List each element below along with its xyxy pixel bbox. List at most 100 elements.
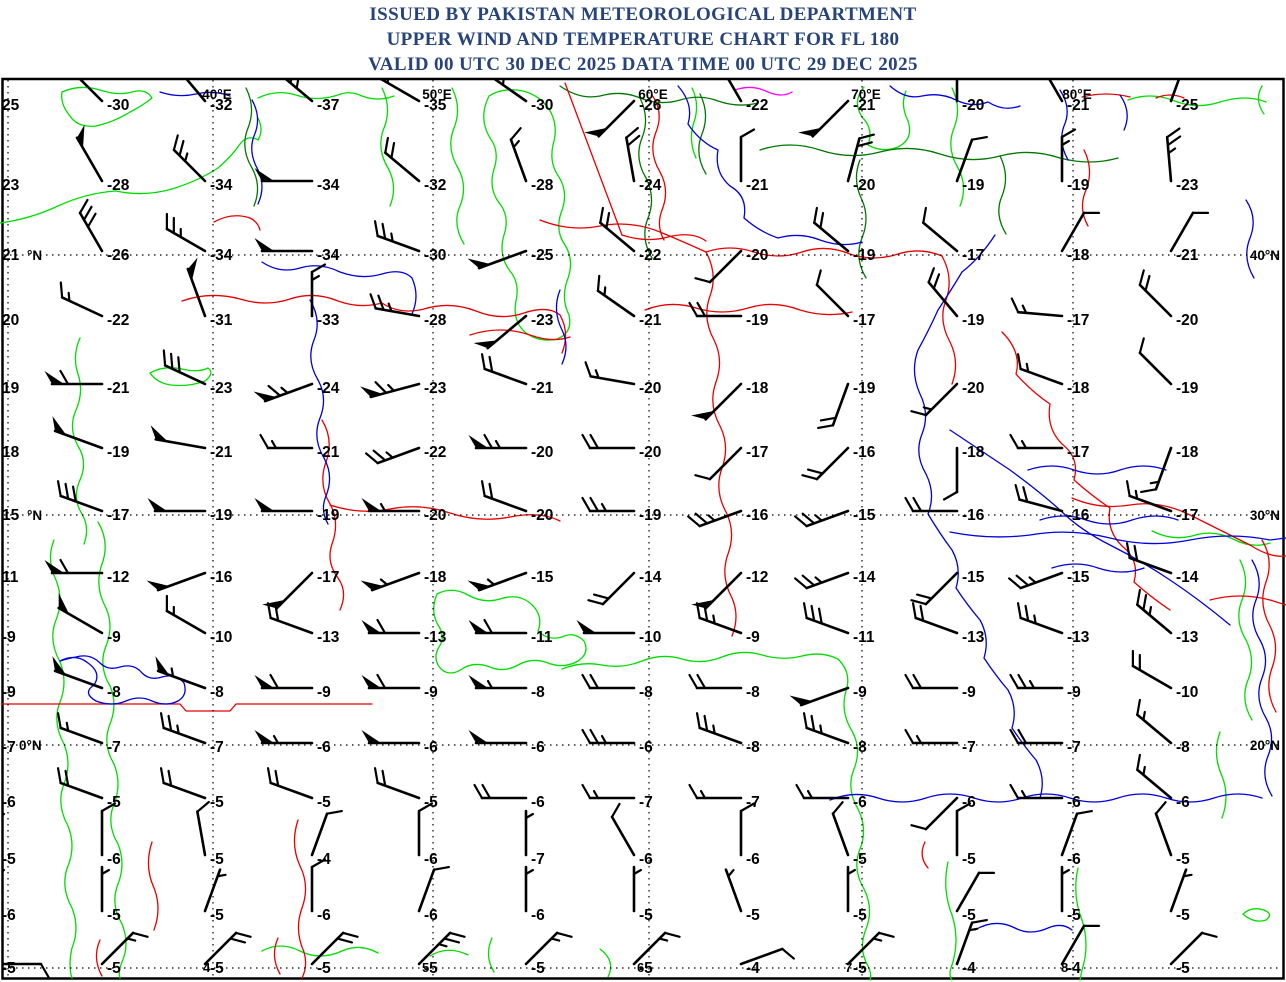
- station: -19: [817, 380, 876, 430]
- station-temperature: -5: [210, 794, 224, 811]
- station: -24: [625, 126, 662, 194]
- station: -10: [165, 594, 232, 646]
- station-temperature: -34: [210, 177, 233, 194]
- station-temperature: -19: [1067, 177, 1090, 194]
- station: -14: [794, 569, 876, 590]
- station-temperature: -17: [1067, 444, 1089, 461]
- station: -5: [846, 931, 895, 977]
- station-temperature: -21: [531, 380, 554, 397]
- station: -5: [310, 931, 359, 977]
- station-temperature: -9: [2, 684, 16, 701]
- station-temperature: -5: [1176, 960, 1190, 977]
- station: -6: [2, 794, 16, 811]
- station: -8: [52, 656, 121, 701]
- station: -19: [581, 496, 662, 524]
- station: -16: [687, 507, 769, 528]
- station-temperature: -19: [1176, 380, 1199, 397]
- station: -6: [795, 783, 867, 811]
- station-temperature: -20: [962, 380, 984, 397]
- station: -5: [632, 865, 653, 924]
- station: -17: [921, 206, 984, 264]
- station-temperature: 20: [2, 312, 19, 329]
- station: -17: [815, 269, 875, 329]
- station: -32: [383, 136, 446, 194]
- station-temperature: -30: [107, 97, 129, 114]
- station-temperature: -11: [853, 629, 875, 646]
- station-temperature: -12: [107, 569, 129, 586]
- station-temperature: -4: [962, 960, 976, 977]
- station-temperature: -7: [962, 739, 976, 756]
- latlon-grid-layer: [4, 80, 1281, 977]
- station-temperature: -8: [746, 739, 760, 756]
- station: -37: [284, 80, 339, 114]
- station-temperature: -6: [2, 794, 16, 811]
- station-temperature: -8: [531, 684, 545, 701]
- station-temperature: -5: [962, 851, 976, 868]
- station-temperature: -5: [317, 960, 331, 977]
- station-temperature: -20: [531, 507, 553, 524]
- station: -11: [802, 602, 875, 646]
- station-temperature: -5: [1176, 907, 1190, 924]
- station: 18: [3, 444, 20, 461]
- station: -21: [596, 274, 662, 329]
- station: -6: [473, 783, 545, 811]
- lon-label: 80°E: [1062, 87, 1091, 102]
- station: -7: [524, 809, 545, 868]
- station-temperature: -28: [107, 177, 130, 194]
- station: -18: [360, 569, 447, 592]
- station: -31: [186, 257, 233, 329]
- station: -18: [1060, 211, 1101, 264]
- station: -14: [587, 569, 662, 606]
- station-temperature: -17: [746, 444, 768, 461]
- station: -19: [147, 498, 233, 524]
- station: -5: [1169, 868, 1193, 924]
- station: -19: [955, 135, 988, 194]
- station: -19: [52, 416, 130, 461]
- station: -20: [955, 80, 984, 114]
- station-temperature: -6: [107, 851, 121, 868]
- station: -5: [159, 767, 224, 811]
- station-temperature: -8: [853, 739, 867, 756]
- station-temperature: -16: [210, 569, 233, 586]
- station-temperature: -31: [210, 312, 233, 329]
- lat-label: 30°N: [1250, 508, 1280, 523]
- station-temperature: -10: [639, 629, 661, 646]
- station: -22: [59, 281, 129, 329]
- station-temperature: -6: [424, 907, 438, 924]
- station: -35: [380, 80, 447, 114]
- station-temperature: -13: [1176, 629, 1199, 646]
- station-temperature: -9: [1067, 684, 1081, 701]
- station: 20: [2, 312, 19, 329]
- station: -21: [798, 97, 876, 138]
- station-temperature: -6: [531, 907, 545, 924]
- station: -30: [493, 80, 553, 114]
- station-temperature: -20: [531, 444, 553, 461]
- station-temperature: -7: [2, 739, 16, 756]
- magenta-line-layer: [734, 86, 793, 96]
- station: -16: [801, 444, 876, 481]
- station-temperature: -18: [746, 380, 769, 397]
- station-temperature: -18: [1176, 444, 1199, 461]
- station: -5: [266, 767, 331, 811]
- station: -5: [632, 931, 681, 977]
- station: -18: [691, 380, 769, 421]
- station: -17: [1125, 480, 1198, 524]
- station-temperature: -24: [317, 380, 340, 397]
- station: -6: [417, 802, 438, 868]
- station-temperature: -18: [1067, 380, 1090, 397]
- station-temperature: -19: [210, 507, 233, 524]
- station: -5: [955, 871, 996, 924]
- station: -22: [598, 206, 661, 264]
- lon-label: 60°E: [638, 87, 667, 102]
- station-temperature: -20: [853, 177, 875, 194]
- station: -8: [155, 656, 224, 701]
- station-temperature: -5: [746, 907, 760, 924]
- station: -13: [1135, 588, 1199, 646]
- station-temperature: -6: [424, 739, 438, 756]
- station-temperature: -13: [317, 629, 340, 646]
- station: -33: [310, 263, 340, 329]
- station-temperature: -17: [853, 312, 875, 329]
- station-temperature: -17: [962, 247, 984, 264]
- station: -18: [1140, 444, 1199, 494]
